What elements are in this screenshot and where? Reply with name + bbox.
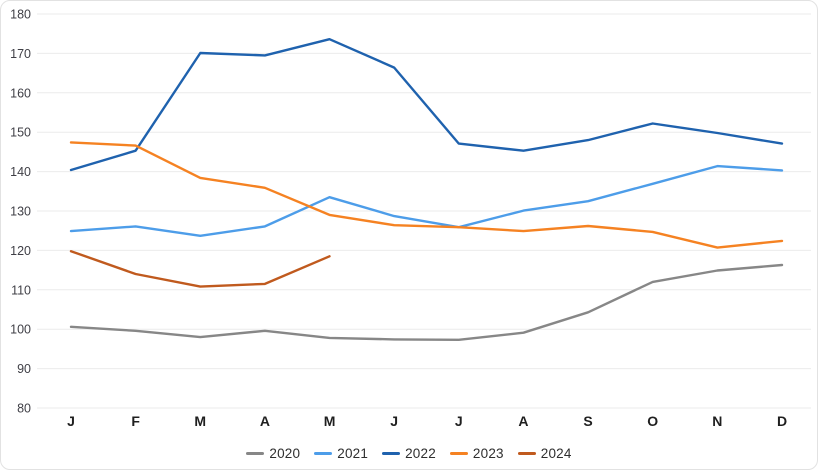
- y-axis-tick-110: 110: [11, 283, 31, 297]
- y-axis-tick-150: 150: [10, 126, 31, 140]
- series-line-2024: [69, 250, 331, 288]
- y-axis-tick-180: 180: [10, 8, 31, 22]
- legend-swatch-2020: [246, 452, 265, 455]
- x-axis-tick-9: O: [647, 413, 658, 429]
- legend-item-2023[interactable]: 2023: [449, 446, 504, 461]
- series-line-2022: [69, 38, 784, 172]
- line-chart: 80 90 100 110 120 130 140 150 160 170 180 J F M A M J J A S…: [10, 8, 811, 429]
- x-axis-tick-0: J: [67, 413, 75, 429]
- x-axis-tick-1: F: [131, 413, 140, 429]
- y-axis-tick-130: 130: [10, 205, 31, 219]
- x-axis-tick-5: J: [390, 413, 398, 429]
- legend-label-2023: 2023: [472, 446, 504, 461]
- chart-legend: 2020 2021 2022 2023 2024: [1, 446, 817, 461]
- legend-label-2021: 2021: [337, 446, 369, 461]
- legend-item-2024[interactable]: 2024: [517, 446, 572, 461]
- series-line-2020: [69, 263, 784, 341]
- x-axis-tick-8: S: [583, 413, 592, 429]
- x-axis-tick-3: A: [260, 413, 270, 429]
- series-line-2023: [69, 141, 784, 249]
- x-axis-tick-11: D: [777, 413, 787, 429]
- legend-swatch-2024: [517, 452, 536, 455]
- legend-label-2024: 2024: [540, 446, 572, 461]
- y-axis-tick-90: 90: [17, 362, 31, 376]
- x-axis-tick-4: M: [324, 413, 336, 429]
- y-axis-tick-170: 170: [10, 47, 31, 61]
- legend-item-2022[interactable]: 2022: [382, 446, 436, 461]
- x-axis-tick-7: A: [518, 413, 528, 429]
- y-axis-tick-140: 140: [10, 165, 31, 179]
- legend-item-2020[interactable]: 2020: [246, 446, 300, 461]
- legend-swatch-2023: [449, 452, 468, 455]
- y-axis-tick-120: 120: [10, 244, 31, 258]
- legend-item-2021[interactable]: 2021: [314, 446, 368, 461]
- x-axis-tick-2: M: [194, 413, 206, 429]
- y-axis-tick-100: 100: [10, 323, 31, 337]
- legend-swatch-2021: [314, 452, 333, 455]
- x-axis-tick-10: N: [712, 413, 722, 429]
- legend-label-2022: 2022: [405, 446, 436, 461]
- legend-swatch-2022: [382, 452, 401, 455]
- y-axis-tick-160: 160: [10, 86, 31, 100]
- series-line-2021: [69, 164, 784, 237]
- y-axis-tick-80: 80: [17, 402, 31, 416]
- legend-label-2020: 2020: [269, 446, 301, 461]
- x-axis-tick-6: J: [455, 413, 463, 429]
